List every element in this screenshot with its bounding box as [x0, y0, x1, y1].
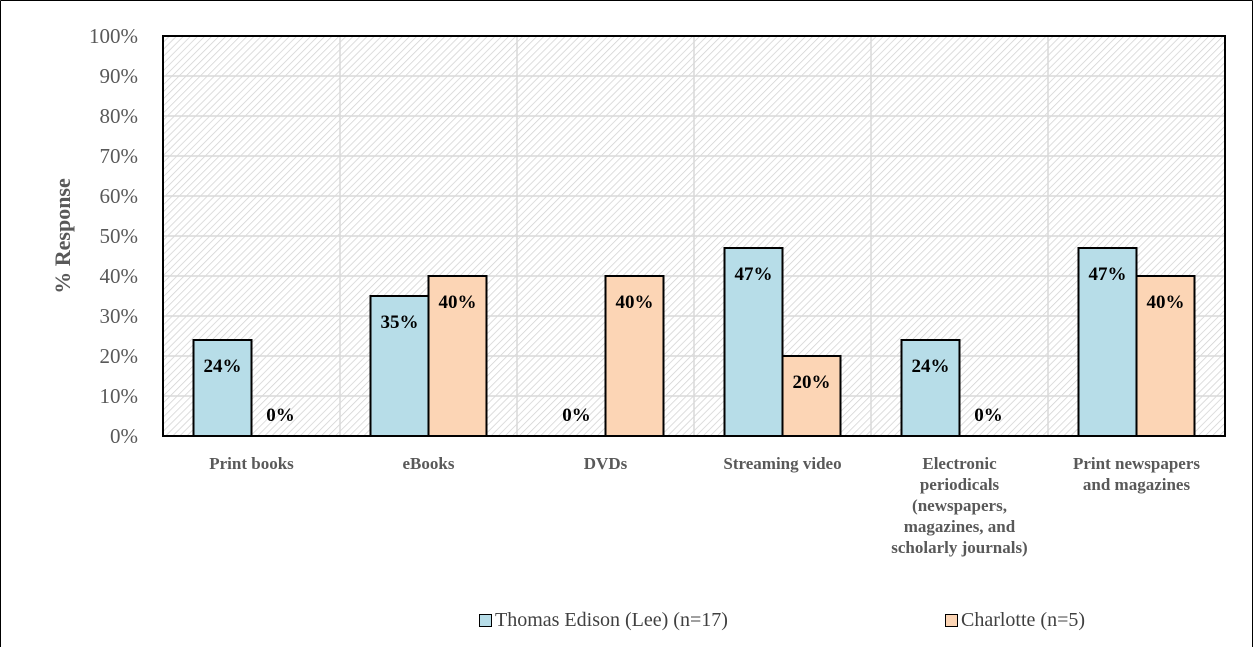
data-label-series-1: 47% — [1089, 264, 1127, 285]
y-tick-label: 20% — [100, 344, 139, 368]
data-label-series-2: 0% — [266, 405, 295, 426]
bar-series-2 — [1135, 275, 1196, 437]
y-tick-label: 40% — [100, 264, 139, 288]
x-tick-label: DVDs — [584, 454, 628, 473]
y-axis-ticks: 0% 10% 20% 30% 40% 50% 60% 70% 80% 90% 100% — [89, 24, 138, 448]
x-tick-label: eBooks — [403, 454, 455, 473]
bar-series-2 — [781, 355, 842, 437]
y-tick-label: 90% — [100, 64, 139, 88]
bar-series-1 — [192, 339, 253, 437]
x-tick-label: periodicals — [920, 475, 1000, 494]
data-label-series-1: 0% — [562, 405, 591, 426]
bar-series-1 — [723, 247, 784, 437]
data-label-series-2: 40% — [439, 292, 477, 313]
y-tick-label: 50% — [100, 224, 139, 248]
x-tick-label: (newspapers, — [912, 496, 1007, 515]
y-tick-label: 10% — [100, 384, 139, 408]
legend-label-series-1: Thomas Edison (Lee) (n=17) — [495, 608, 728, 631]
legend-swatch-series-2 — [945, 613, 958, 627]
legend-item-series-2: Charlotte (n=5) — [945, 607, 1085, 633]
data-label-series-2: 40% — [616, 292, 654, 313]
x-tick-label: and magazines — [1083, 475, 1191, 494]
data-label-series-1: 47% — [735, 264, 773, 285]
data-label-series-1: 24% — [912, 356, 950, 377]
bar-series-2 — [427, 275, 488, 437]
legend-swatch-series-1 — [479, 613, 492, 627]
x-tick-label: magazines, and — [904, 517, 1016, 536]
data-labels: 24% 35% 0% 47% 24% 47% 0% 40% 40% 20% 0% 40% — [204, 264, 1185, 426]
y-tick-label: 80% — [100, 104, 139, 128]
y-tick-label: 100% — [89, 24, 138, 48]
y-tick-label: 70% — [100, 144, 139, 168]
x-axis-ticks: Print books eBooks DVDs Streaming video Elec… — [209, 454, 1200, 557]
y-tick-label: 30% — [100, 304, 139, 328]
bars — [192, 247, 1196, 437]
x-tick-label: scholarly journals) — [891, 538, 1027, 557]
x-tick-label: Print books — [209, 454, 294, 473]
bar-series-1 — [900, 339, 961, 437]
legend-item-series-1: Thomas Edison (Lee) (n=17) — [479, 607, 728, 633]
x-tick-label: Streaming video — [723, 454, 841, 473]
y-tick-label: 0% — [110, 424, 138, 448]
data-label-series-1: 35% — [381, 312, 419, 333]
legend-label-series-2: Charlotte (n=5) — [961, 608, 1086, 631]
plot-border — [162, 35, 1226, 437]
bar-series-1 — [1077, 247, 1138, 437]
y-axis-label: % Response — [50, 178, 75, 294]
data-label-series-1: 24% — [204, 356, 242, 377]
data-label-series-2: 40% — [1147, 292, 1185, 313]
data-label-series-2: 0% — [974, 405, 1003, 426]
x-tick-label: Print newspapers — [1073, 454, 1200, 473]
y-tick-label: 60% — [100, 184, 139, 208]
data-label-series-2: 20% — [793, 372, 831, 393]
x-tick-label: Electronic — [922, 454, 997, 473]
